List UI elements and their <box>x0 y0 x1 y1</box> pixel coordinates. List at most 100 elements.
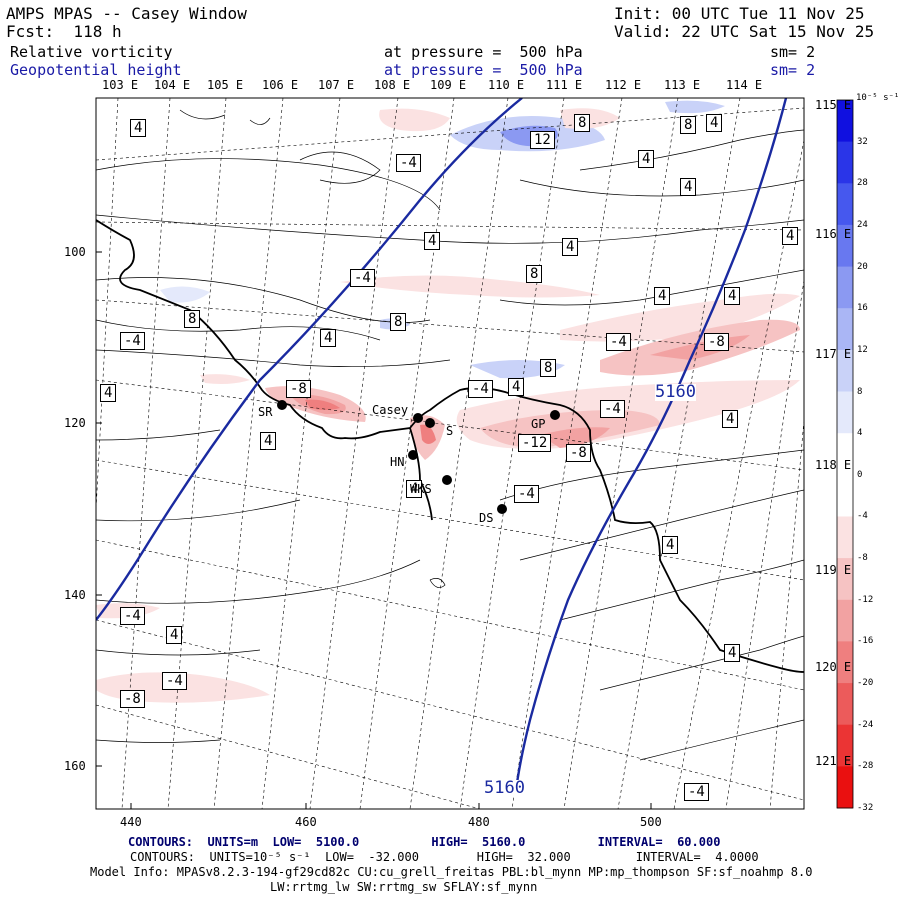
vorticity-contour-label: 4 <box>722 410 739 428</box>
colorbar-label: 24 <box>857 220 868 230</box>
vorticity-contour-label: -8 <box>704 333 729 351</box>
lon-label-right: 117 E <box>815 347 852 361</box>
vorticity-contour-label: -4 <box>600 400 625 418</box>
height-label-5160-lower: 5160 <box>484 778 525 798</box>
field2-level: at pressure = 500 hPa <box>384 61 583 79</box>
vorticity-contour-label: 4 <box>320 329 337 347</box>
vorticity-contour-label: 4 <box>680 178 697 196</box>
vorticity-contour-label: -8 <box>286 380 311 398</box>
vorticity-contour-label: -4 <box>120 607 145 625</box>
y-tick-160: 160 <box>64 759 86 773</box>
y-tick-120: 120 <box>64 416 86 430</box>
colorbar <box>836 99 854 809</box>
vorticity-contour-label: 4 <box>166 626 183 644</box>
vorticity-contour-label: 4 <box>562 238 579 256</box>
vorticity-contour-label: 8 <box>390 313 407 331</box>
model-info-line2: LW:rrtmg_lw SW:rrtmg_sw SFLAY:sf_mynn <box>270 880 538 894</box>
lon-label-top: 104 E <box>154 78 191 92</box>
lon-label-top: 106 E <box>262 78 299 92</box>
station-label-s: S <box>446 424 454 438</box>
colorbar-label: -12 <box>857 595 874 605</box>
lon-label-right: 121 E <box>815 754 852 768</box>
colorbar-label: 32 <box>857 137 868 147</box>
lon-label-top: 114 E <box>726 78 763 92</box>
colorbar-label: -8 <box>857 553 868 563</box>
colorbar-swatch <box>837 599 853 642</box>
map-title: AMPS MPAS -- Casey Window <box>6 4 247 23</box>
init-time: Init: 00 UTC Tue 11 Nov 25 <box>614 4 865 23</box>
axis-ticks <box>96 251 652 809</box>
colorbar-label: -16 <box>857 636 874 646</box>
height-contour-info: CONTOURS: UNITS=m LOW= 5100.0 HIGH= 5160… <box>128 835 721 849</box>
field1-smoothing: sm= 2 <box>770 43 816 61</box>
vorticity-contour-label: 4 <box>662 536 679 554</box>
colorbar-label: -20 <box>857 678 874 688</box>
colorbar-swatch <box>837 558 853 601</box>
vorticity-contour-label: 4 <box>424 232 441 250</box>
lon-label-top: 103 E <box>102 78 139 92</box>
vorticity-contour-label: 4 <box>100 384 117 402</box>
colorbar-swatch <box>837 766 853 809</box>
field2-smoothing: sm= 2 <box>770 61 816 79</box>
valid-time: Valid: 22 UTC Sat 15 Nov 25 <box>614 22 875 41</box>
vorticity-contour-label: -4 <box>468 380 493 398</box>
lon-label-right: 116 E <box>815 227 852 241</box>
colorbar-label: -24 <box>857 720 874 730</box>
colorbar-swatch <box>837 100 853 143</box>
x-tick-440: 440 <box>120 815 142 829</box>
vorticity-contour-label: 4 <box>654 287 671 305</box>
lon-label-top: 109 E <box>430 78 467 92</box>
lon-label-right: 118 E <box>815 458 852 472</box>
geopotential-contours <box>96 98 788 791</box>
colorbar-swatch <box>837 183 853 226</box>
vorticity-contour-label: 4 <box>706 114 723 132</box>
x-tick-480: 480 <box>468 815 490 829</box>
vorticity-contour-label: -4 <box>350 269 375 287</box>
lon-label-top: 110 E <box>488 78 525 92</box>
lon-label-right: 120 E <box>815 660 852 674</box>
lon-label-right: 115 E <box>815 98 852 112</box>
vorticity-contour-label: -4 <box>606 333 631 351</box>
x-tick-500: 500 <box>640 815 662 829</box>
colorbar-swatch <box>837 516 853 559</box>
lon-label-top: 112 E <box>605 78 642 92</box>
vorticity-contour-label: 4 <box>638 150 655 168</box>
vorticity-contour-info: CONTOURS: UNITS=10⁻⁵ s⁻¹ LOW= -32.000 HI… <box>130 850 759 864</box>
colorbar-label: 8 <box>857 387 863 397</box>
colorbar-swatch <box>837 224 853 267</box>
lon-label-top: 111 E <box>546 78 583 92</box>
vorticity-contour-label: -4 <box>684 783 709 801</box>
colorbar-swatch <box>837 349 853 392</box>
model-info: Model Info: MPASv8.2.3-194-gf29cd82c CU:… <box>90 865 813 879</box>
colorbar-swatch <box>837 308 853 351</box>
colorbar-swatch <box>837 391 853 434</box>
vorticity-contour-label: 4 <box>260 432 277 450</box>
vorticity-shading <box>96 100 800 703</box>
station-label-wks: WKS <box>410 482 432 496</box>
colorbar-label: -32 <box>857 803 874 813</box>
colorbar-label: -4 <box>857 511 868 521</box>
station-label-casey: Casey <box>372 403 409 417</box>
vorticity-contour-label: 8 <box>526 265 543 283</box>
field1-level: at pressure = 500 hPa <box>384 43 583 61</box>
station-markers <box>277 400 560 514</box>
vorticity-contour-label: -12 <box>518 434 552 452</box>
height-label-5160-upper: 5160 <box>655 382 696 402</box>
station-label-sr: SR <box>258 405 273 419</box>
vorticity-contours <box>96 109 804 761</box>
colorbar-swatch <box>837 474 853 517</box>
x-tick-460: 460 <box>295 815 317 829</box>
colorbar-swatch <box>837 433 853 476</box>
field1-name: Relative vorticity <box>10 43 173 61</box>
colorbar-label: 4 <box>857 428 863 438</box>
colorbar-label: 28 <box>857 178 868 188</box>
vorticity-contour-label: 4 <box>724 287 741 305</box>
lon-label-top: 113 E <box>664 78 701 92</box>
station-label-ds: DS <box>479 511 494 525</box>
vorticity-contour-label: 8 <box>574 114 591 132</box>
lon-label-top: 105 E <box>207 78 244 92</box>
vorticity-contour-label: -4 <box>514 485 539 503</box>
lon-label-top: 108 E <box>374 78 411 92</box>
colorbar-frame <box>836 99 854 809</box>
vorticity-contour-label: 4 <box>406 480 423 498</box>
